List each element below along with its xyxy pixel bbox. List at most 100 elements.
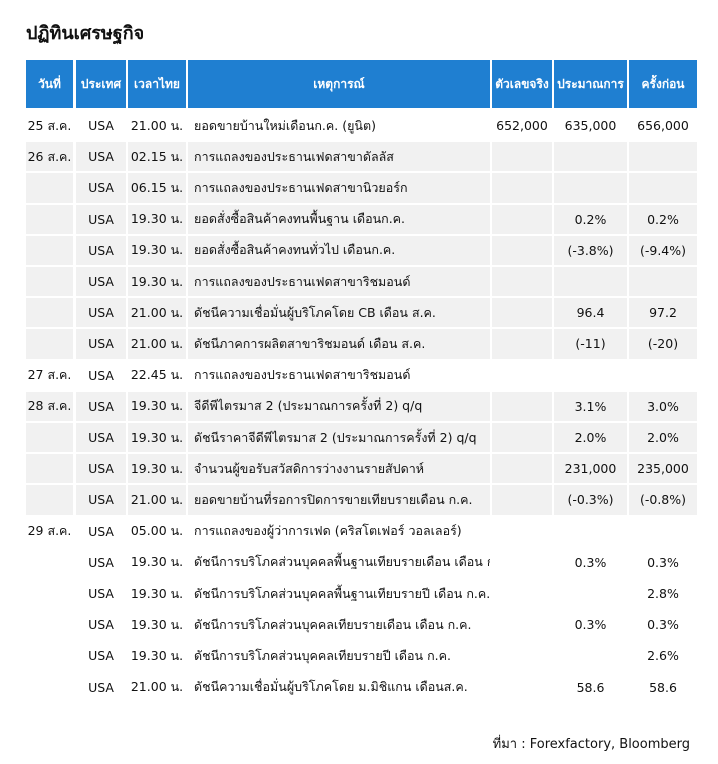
table-cell: 19.30 น.	[128, 547, 186, 577]
table-cell	[554, 267, 627, 297]
title: ปฏิทินเศรษฐกิจ	[26, 23, 145, 44]
table-cell: ดัชนีราคาจีดีพีไตรมาส 2 (ประมาณการครั้งท…	[188, 423, 490, 453]
table-cell: 0.3%	[554, 610, 627, 640]
table-cell: ดัชนีความเชื่อมั่นผู้บริโภคโดย ม.มิชิแกน…	[188, 672, 490, 702]
table-cell: 19.30 น.	[128, 641, 186, 671]
table-cell: 0.3%	[629, 610, 697, 640]
table-cell: USA	[76, 267, 126, 297]
table-cell	[492, 235, 552, 265]
table-cell: การแถลงของประธานเฟดสาขาดัลลัส	[188, 142, 490, 172]
table-cell: USA	[76, 391, 126, 421]
table-cell: 19.30 น.	[128, 610, 186, 640]
table-cell	[26, 485, 73, 515]
table-cell	[554, 142, 627, 172]
table-cell: 652,000	[492, 111, 552, 141]
table-cell: USA	[76, 547, 126, 577]
table-cell	[26, 235, 73, 265]
table-cell	[629, 267, 697, 297]
table-cell	[26, 267, 73, 297]
header-cell: เหตุการณ์	[188, 60, 490, 108]
table-cell	[26, 610, 73, 640]
table-cell	[629, 173, 697, 203]
table-cell: ดัชนีการบริโภคส่วนบุคคลพื้นฐานเทียบรายเด…	[188, 547, 490, 577]
header-cell: วันที่	[26, 60, 73, 108]
table-cell: (-3.8%)	[554, 235, 627, 265]
header-cell: ประมาณการ	[554, 60, 627, 108]
header-cell: ครั้งก่อน	[629, 60, 697, 108]
table-cell: USA	[76, 516, 126, 546]
source: ที่มา : Forexfactory, Bloomberg	[492, 737, 690, 752]
header-cell: ตัวเลขจริง	[492, 60, 552, 108]
table-cell: 21.00 น.	[128, 298, 186, 328]
table-cell	[492, 142, 552, 172]
table-cell	[26, 672, 73, 702]
table-cell: 27 ส.ค.	[26, 360, 73, 390]
table-cell	[554, 516, 627, 546]
table-cell	[26, 547, 73, 577]
table-cell: 21.00 น.	[128, 672, 186, 702]
table-cell: (-20)	[629, 329, 697, 359]
table-cell: การแถลงของผู้ว่าการเฟด (คริสโตเฟอร์ วอลเ…	[188, 516, 490, 546]
table-cell: 2.6%	[629, 641, 697, 671]
table-cell	[492, 204, 552, 234]
table-cell: 28 ส.ค.	[26, 391, 73, 421]
table-cell: USA	[76, 610, 126, 640]
table-cell: 58.6	[554, 672, 627, 702]
table-cell: 0.2%	[629, 204, 697, 234]
table-cell	[554, 360, 627, 390]
table-cell: USA	[76, 235, 126, 265]
table-cell	[26, 329, 73, 359]
table-cell: (-0.8%)	[629, 485, 697, 515]
table-cell: 21.00 น.	[128, 329, 186, 359]
header-cell: เวลาไทย	[128, 60, 186, 108]
table-cell	[26, 454, 73, 484]
table-cell: 06.15 น.	[128, 173, 186, 203]
table-cell: 2.0%	[629, 423, 697, 453]
table-cell: ยอดขายบ้านที่รอการปิดการขายเทียบรายเดือน…	[188, 485, 490, 515]
table-cell: 05.00 น.	[128, 516, 186, 546]
table-cell: USA	[76, 672, 126, 702]
table-cell	[492, 298, 552, 328]
table-cell: ยอดสั่งซื้อสินค้าคงทนพื้นฐาน เดือนก.ค.	[188, 204, 490, 234]
table-cell	[629, 142, 697, 172]
table-cell: USA	[76, 142, 126, 172]
table-cell: 0.2%	[554, 204, 627, 234]
table-cell: 19.30 น.	[128, 391, 186, 421]
table-cell: ยอดสั่งซื้อสินค้าคงทนทั่วไป เดือนก.ค.	[188, 235, 490, 265]
table-cell	[554, 579, 627, 609]
table-cell: 96.4	[554, 298, 627, 328]
table-cell: 231,000	[554, 454, 627, 484]
table-cell: 02.15 น.	[128, 142, 186, 172]
table-cell	[492, 641, 552, 671]
table-cell	[492, 173, 552, 203]
table-cell	[492, 454, 552, 484]
table-cell: (-0.3%)	[554, 485, 627, 515]
table-cell	[492, 423, 552, 453]
table-cell: 21.00 น.	[128, 485, 186, 515]
table-cell: 2.0%	[554, 423, 627, 453]
table-cell: 26 ส.ค.	[26, 142, 73, 172]
table-cell	[492, 360, 552, 390]
table-cell: 19.30 น.	[128, 267, 186, 297]
table-cell	[26, 423, 73, 453]
table-cell: 21.00 น.	[128, 111, 186, 141]
table-cell	[492, 267, 552, 297]
table-cell	[26, 173, 73, 203]
table-cell	[26, 298, 73, 328]
table-cell: 25 ส.ค.	[26, 111, 73, 141]
table-cell: 235,000	[629, 454, 697, 484]
table-cell: 656,000	[629, 111, 697, 141]
table-cell: USA	[76, 641, 126, 671]
table-cell: จำนวนผู้ขอรับสวัสดิการว่างงานรายสัปดาห์	[188, 454, 490, 484]
table-cell: 635,000	[554, 111, 627, 141]
table-cell: ดัชนีการบริโภคส่วนบุคคลเทียบรายเดือน เดื…	[188, 610, 490, 640]
table-cell: การแถลงของประธานเฟดสาขาริชมอนด์	[188, 360, 490, 390]
table-cell	[492, 579, 552, 609]
table-cell: การแถลงของประธานเฟดสาขาริชมอนด์	[188, 267, 490, 297]
table-cell: (-11)	[554, 329, 627, 359]
table-cell	[629, 360, 697, 390]
table-cell	[492, 485, 552, 515]
table-cell: (-9.4%)	[629, 235, 697, 265]
table-cell: USA	[76, 329, 126, 359]
